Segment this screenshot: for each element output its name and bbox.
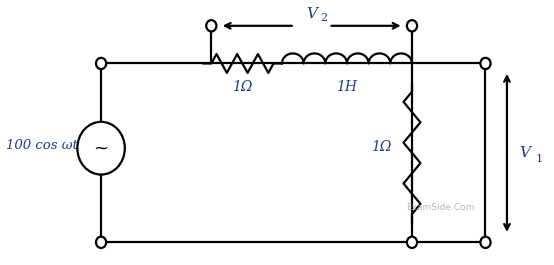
Circle shape <box>96 237 106 248</box>
Text: V: V <box>520 146 531 160</box>
Circle shape <box>96 58 106 69</box>
Circle shape <box>480 58 490 69</box>
Text: V: V <box>306 7 317 21</box>
Circle shape <box>407 20 417 32</box>
Text: 1H: 1H <box>336 80 357 94</box>
Circle shape <box>480 237 490 248</box>
Circle shape <box>206 20 217 32</box>
Text: ExamSide.Com: ExamSide.Com <box>406 203 474 212</box>
Text: 1: 1 <box>536 154 543 164</box>
Circle shape <box>407 237 417 248</box>
Text: 100 cos ωt: 100 cos ωt <box>6 139 78 152</box>
Text: ~: ~ <box>94 139 109 157</box>
Text: 1Ω: 1Ω <box>232 80 253 94</box>
Text: 1Ω: 1Ω <box>371 140 391 154</box>
Text: 2: 2 <box>321 13 327 23</box>
